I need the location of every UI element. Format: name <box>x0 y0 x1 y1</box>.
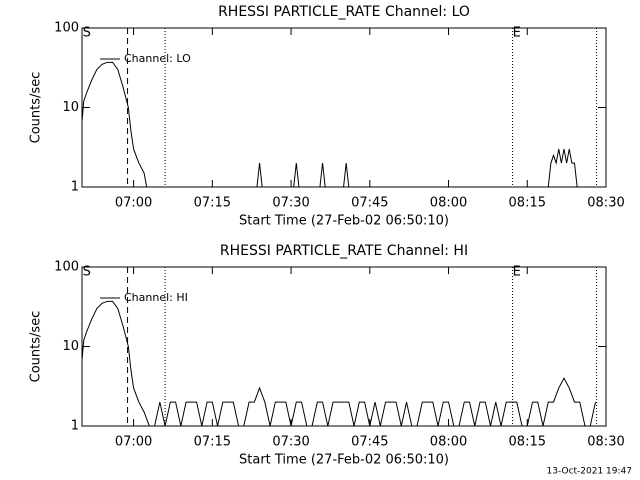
x-tick-label: 07:30 <box>272 435 309 450</box>
y-tick-label: 10 <box>62 100 79 115</box>
x-tick-label: 08:15 <box>509 196 546 211</box>
y-tick-label: 10 <box>62 339 79 354</box>
chart-title: RHESSI PARTICLE_RATE Channel: HI <box>220 243 468 259</box>
y-tick-label: 100 <box>54 21 79 36</box>
x-tick-label: 08:15 <box>509 435 546 450</box>
marker-label: E <box>513 26 521 41</box>
data-line <box>81 61 578 188</box>
x-tick-label: 08:30 <box>587 435 624 450</box>
y-axis-label: Counts/sec <box>29 311 44 383</box>
y-tick-label: 1 <box>71 180 79 195</box>
marker-label: E <box>513 265 521 280</box>
chart-title: RHESSI PARTICLE_RATE Channel: LO <box>218 4 470 20</box>
x-tick-label: 08:30 <box>587 196 624 211</box>
data-line <box>81 300 596 427</box>
x-tick-label: 07:45 <box>351 435 388 450</box>
x-tick-label: 07:15 <box>194 196 231 211</box>
footer: 13-Oct-2021 19:47 <box>547 467 632 477</box>
y-tick-label: 1 <box>71 419 79 434</box>
x-axis-label: Start Time (27-Feb-02 06:50:10) <box>239 453 449 468</box>
y-axis-label: Counts/sec <box>29 72 44 144</box>
x-tick-label: 07:15 <box>194 435 231 450</box>
x-tick-label: 08:00 <box>430 435 467 450</box>
legend-label: Channel: LO <box>124 52 191 65</box>
marker-label: S <box>83 265 91 280</box>
x-tick-label: 07:45 <box>351 196 388 211</box>
x-tick-label: 07:00 <box>115 196 152 211</box>
marker-label: S <box>83 26 91 41</box>
x-tick-label: 07:00 <box>115 435 152 450</box>
legend-label: Channel: HI <box>124 291 188 304</box>
x-axis-label: Start Time (27-Feb-02 06:50:10) <box>239 214 449 229</box>
y-tick-label: 100 <box>54 260 79 275</box>
x-tick-label: 07:30 <box>272 196 309 211</box>
x-tick-label: 08:00 <box>430 196 467 211</box>
